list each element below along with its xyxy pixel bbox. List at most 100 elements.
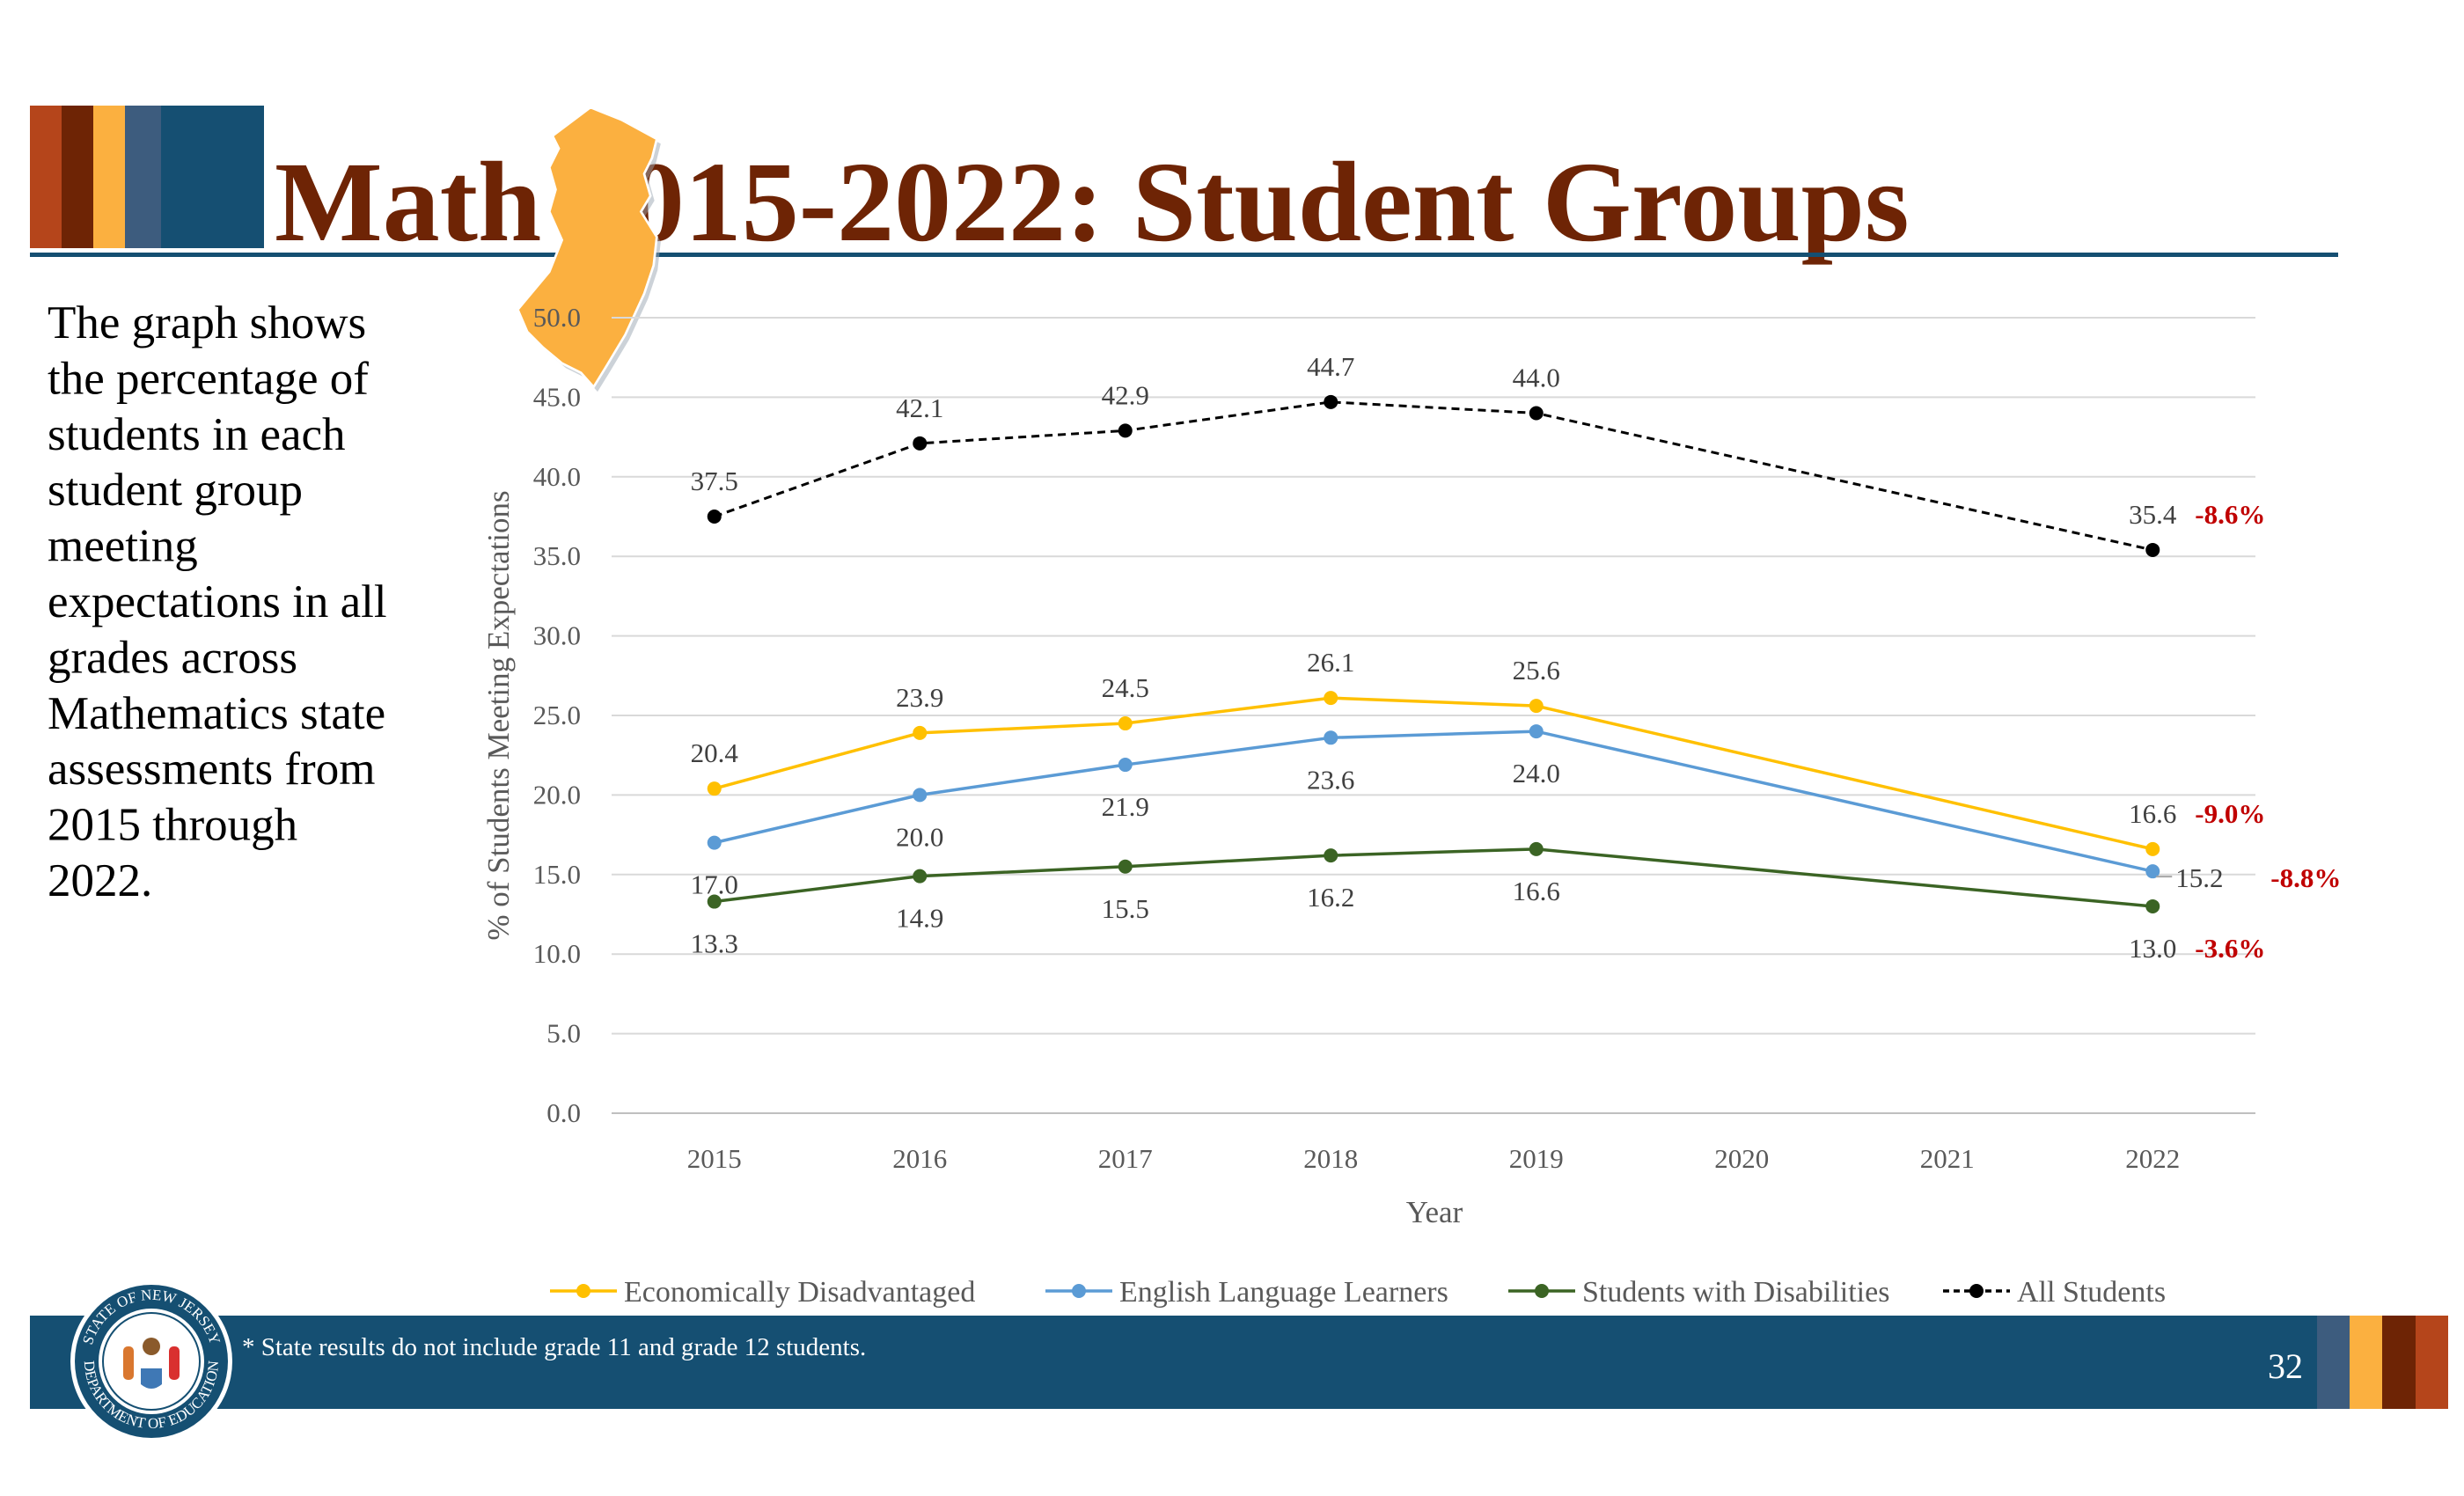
data-point	[2145, 864, 2160, 879]
data-label: 15.5	[1102, 893, 1149, 924]
description-line: The graph shows	[48, 297, 366, 348]
data-label: 23.6	[1307, 764, 1354, 795]
bar-slate	[125, 106, 161, 248]
data-point	[1529, 841, 1544, 856]
data-point	[707, 894, 722, 909]
legend-swatch-marker	[1969, 1284, 1984, 1298]
y-tick-label: 0.0	[546, 1097, 581, 1128]
footnote: * State results do not include grade 11 …	[242, 1333, 866, 1361]
series-group: 20.423.9 24.526.1 25.616.6 -9.0%17.020.021.…	[691, 351, 2342, 964]
footer-bar-rust	[2416, 1316, 2448, 1409]
description-line: students in each	[48, 409, 346, 460]
header-color-bars	[30, 106, 264, 248]
y-tick-label: 20.0	[533, 779, 581, 810]
x-tick-label: 2019	[1509, 1143, 1564, 1174]
y-tick-label: 15.0	[533, 859, 581, 890]
description-line: expectations in all	[48, 576, 387, 627]
footer-bar-gold	[2350, 1316, 2382, 1409]
series-line	[714, 730, 2153, 873]
footer-bar-slate	[2317, 1316, 2350, 1409]
data-label: 24.5	[1102, 672, 1149, 703]
nj-department-of-education-seal: STATE OF NEW JERSEY DEPARTMENT OF EDUCAT…	[70, 1280, 232, 1442]
data-label: 37.5	[691, 466, 738, 496]
data-label: 20.0	[896, 821, 943, 852]
y-axis-title: % of Students Meeting Expectations	[481, 490, 516, 940]
legend: Economically Disadvantaged English Langua…	[550, 1276, 2166, 1309]
y-tick-label: 5.0	[546, 1018, 581, 1049]
y-tick-label: 35.0	[533, 540, 581, 571]
x-tick-label: 2017	[1098, 1143, 1153, 1174]
description-line: assessments from	[48, 744, 375, 795]
data-point	[1529, 406, 1544, 421]
series-economically-disadvantaged: 20.4 23.9 24.5 26.1 25.6 16.6 -9.0%	[691, 647, 2265, 856]
data-point	[1324, 730, 1338, 745]
data-label: 21.9	[1102, 791, 1149, 822]
line-chart: 0.0 5.0 10.0 15.0 20.0 25.0 30.0 35.0 40.0 45.0 50…	[481, 302, 2341, 1309]
legend-swatch-marker	[576, 1284, 590, 1298]
data-point	[707, 781, 722, 796]
change-label: -8.8%	[2270, 862, 2341, 893]
description-line: meeting	[48, 521, 198, 572]
data-label: 44.7	[1307, 351, 1354, 382]
legend-label: All Students	[2017, 1276, 2166, 1309]
series-students-with-disabilities: 13.3 14.9 15.5 16.2 16.6 13.0 -3.6%	[691, 841, 2265, 964]
legend-swatch-marker	[1535, 1284, 1549, 1298]
series-line	[714, 696, 2153, 851]
y-tick-label: 40.0	[533, 461, 581, 492]
data-label: 16.6	[1513, 876, 1560, 906]
data-label: 20.4	[691, 737, 739, 768]
data-label: 24.0	[1513, 758, 1560, 788]
data-point	[913, 436, 928, 451]
legend-label: Students with Disabilities	[1582, 1276, 1889, 1309]
footer: * State results do not include grade 11 …	[30, 1280, 2448, 1442]
description-line: 2022.	[48, 855, 152, 906]
footer-band	[30, 1316, 2318, 1409]
x-tick-label: 2021	[1920, 1143, 1975, 1174]
page-title: Math 2015-2022: Student Groups	[275, 139, 1910, 266]
legend-label: English Language Learners	[1119, 1276, 1448, 1309]
legend-item: All Students	[1943, 1276, 2166, 1309]
data-point	[1118, 758, 1133, 773]
x-tick-label: 2015	[687, 1143, 742, 1174]
data-point	[2145, 841, 2160, 856]
series-line	[714, 400, 2153, 552]
change-label: -9.0%	[2195, 798, 2265, 829]
data-point	[2145, 542, 2160, 557]
data-point	[913, 788, 928, 803]
data-label: 26.1	[1307, 647, 1354, 678]
data-point	[913, 869, 928, 884]
description-line: Mathematics state	[48, 688, 385, 739]
data-label: 25.6	[1513, 655, 1560, 686]
legend-item: Students with Disabilities	[1508, 1276, 1889, 1309]
data-point	[1529, 699, 1544, 714]
data-label: 44.0	[1513, 362, 1560, 392]
gridlines	[612, 317, 2255, 1114]
description-line: grades across	[48, 632, 297, 683]
data-label: 35.4	[2129, 499, 2177, 530]
data-point	[707, 835, 722, 850]
page-number: 32	[2268, 1346, 2303, 1386]
data-point	[1324, 848, 1338, 863]
data-label: 13.3	[691, 928, 738, 959]
description-line: 2015 through	[48, 800, 297, 851]
data-point	[1118, 423, 1133, 438]
legend-item: English Language Learners	[1045, 1276, 1448, 1309]
data-label: 16.2	[1307, 882, 1354, 913]
data-point	[1118, 716, 1133, 731]
x-axis-ticks: 2015 2016 2017 2018 2019 2020 2021 2022	[687, 1143, 2181, 1174]
data-point	[913, 725, 928, 740]
series-line	[714, 847, 2153, 908]
x-tick-label: 2018	[1303, 1143, 1358, 1174]
bar-gold	[93, 106, 125, 248]
bar-rust	[30, 106, 62, 248]
bar-blue	[161, 106, 264, 248]
legend-label: Economically Disadvantaged	[624, 1276, 975, 1309]
series-all-students: 37.5 42.1 42.9 44.7 44.0 35.4 -8.6%	[691, 351, 2265, 557]
x-tick-label: 2022	[2125, 1143, 2180, 1174]
description-line: student group	[48, 465, 303, 516]
y-tick-label: 50.0	[533, 302, 581, 333]
data-point	[1529, 724, 1544, 739]
data-label: 16.6	[2129, 798, 2176, 829]
